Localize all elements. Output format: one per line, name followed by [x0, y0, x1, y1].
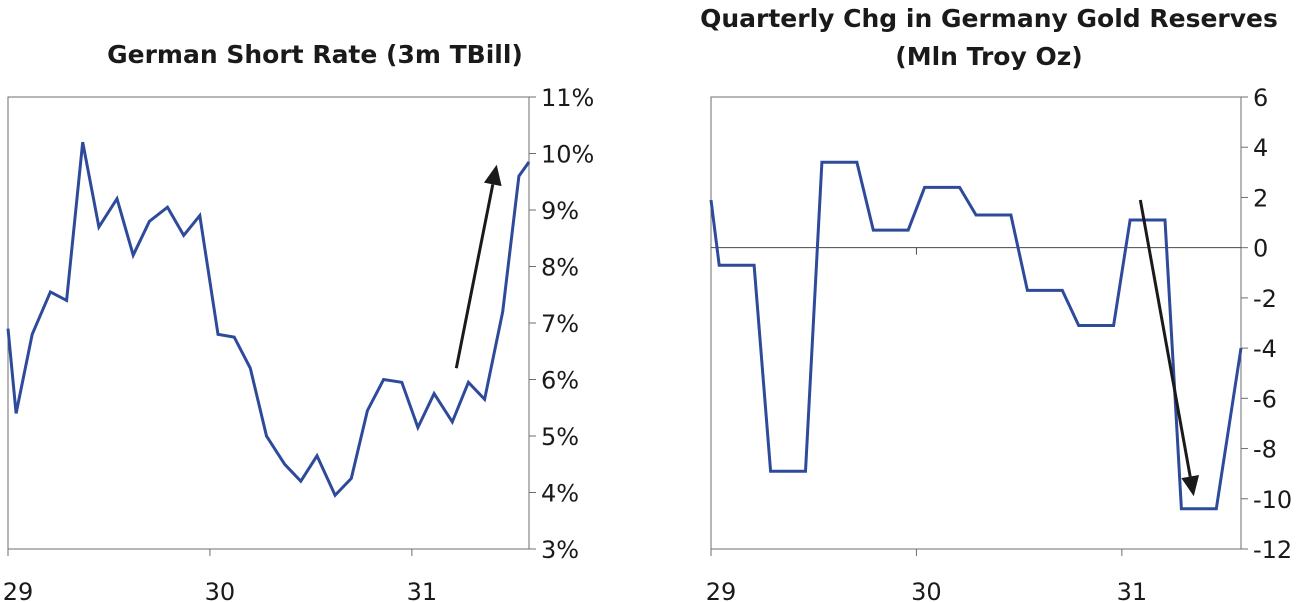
right-chart-title-line1: Quarterly Chg in Germany Gold Reserves — [700, 4, 1278, 33]
right-y-tick-label: -8 — [1253, 436, 1277, 464]
right-x-tick-label: 31 — [1117, 578, 1148, 602]
right-y-tick-label: 4 — [1253, 134, 1268, 162]
right-annotation-arrowhead — [1181, 474, 1200, 497]
left-y-tick-label: 6% — [541, 367, 579, 395]
right-series-line — [709, 160, 1243, 511]
right-x-tick-label: 30 — [911, 578, 942, 602]
right-y-tick-label: 2 — [1253, 184, 1268, 212]
right-annotation-arrow — [1138, 199, 1192, 477]
left-y-tick-label: 4% — [541, 480, 579, 508]
left-x-tick-label: 31 — [407, 578, 438, 602]
left-chart: 11% 10% 9% 8% 7% 6% 5% 4% 3% 29 30 31 — [3, 84, 595, 602]
right-y-tick-label: -2 — [1253, 285, 1277, 313]
left-y-tick-label: 11% — [541, 84, 594, 112]
right-chart-subtitle: (Mln Troy Oz) — [895, 42, 1083, 71]
right-y-tick-label: -10 — [1253, 486, 1292, 514]
left-x-tick-label: 29 — [3, 578, 34, 602]
left-y-tick-label: 8% — [541, 254, 579, 282]
left-y-tick-label: 9% — [541, 197, 579, 225]
left-x-tick-label: 30 — [205, 578, 236, 602]
right-chart: 6 4 2 0 -2 -4 -6 -8 -10 -12 29 30 31 — [706, 84, 1292, 602]
left-y-tick-label: 5% — [541, 423, 579, 451]
right-y-tick-label: 6 — [1253, 84, 1268, 112]
right-plot-frame — [710, 96, 1242, 550]
left-y-tick-label: 10% — [541, 141, 594, 169]
right-y-tick-label: -12 — [1253, 536, 1292, 564]
right-x-tick-label: 29 — [706, 578, 737, 602]
right-chart-title: Quarterly Chg in Germany Gold Reserves (… — [672, 0, 1306, 76]
left-series-line — [6, 141, 531, 498]
right-y-tick-label: 0 — [1253, 235, 1268, 263]
left-chart-title: German Short Rate (3m TBill) — [107, 40, 523, 69]
left-annotation-arrow — [454, 184, 495, 369]
right-y-tick-label: -4 — [1253, 335, 1277, 363]
left-y-tick-label: 3% — [541, 536, 579, 564]
right-y-tick-label: -6 — [1253, 385, 1277, 413]
left-y-tick-label: 7% — [541, 310, 579, 338]
left-annotation-arrowhead — [483, 164, 502, 187]
